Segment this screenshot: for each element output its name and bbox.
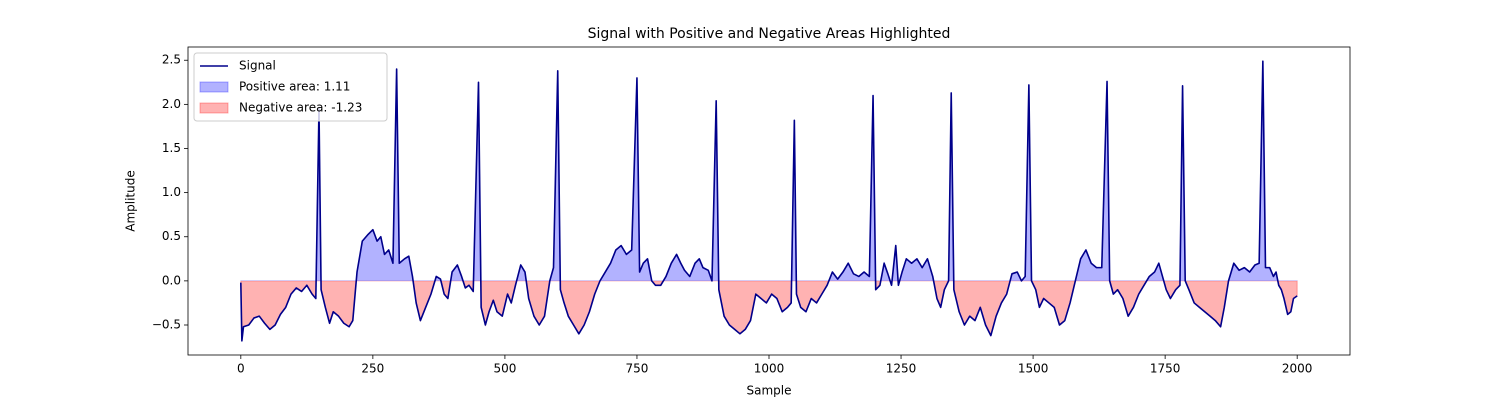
- x-tick-label: 0: [237, 362, 245, 376]
- y-tick-label: 2.0: [162, 97, 181, 111]
- y-tick-label: 1.5: [162, 141, 181, 155]
- y-tick-label: 0.5: [162, 229, 181, 243]
- legend-patch: [199, 81, 229, 93]
- x-tick-label: 1500: [1018, 362, 1049, 376]
- legend-box: [193, 52, 388, 122]
- signal-line: [240, 60, 1298, 342]
- x-tick-label: 1250: [886, 362, 917, 376]
- legend: Signal Positive area: 1.11 Negative area: …: [193, 52, 388, 122]
- legend-label: Positive area: 1.11: [239, 80, 350, 94]
- x-tick-label: 250: [361, 362, 384, 376]
- y-tick-label: 2.5: [162, 53, 181, 67]
- x-tick-label: 500: [493, 362, 516, 376]
- chart-title: Signal with Positive and Negative Areas …: [588, 26, 951, 42]
- x-tick-label: 2000: [1282, 362, 1313, 376]
- y-tick-label: 0.0: [162, 273, 181, 287]
- x-tick-label: 1000: [754, 362, 785, 376]
- x-axis-label: Sample: [747, 384, 792, 398]
- legend-label: Signal: [239, 59, 276, 73]
- legend-patch: [199, 102, 229, 114]
- legend-label: Negative area: -1.23: [239, 101, 362, 115]
- plot-frame: [187, 46, 1351, 356]
- y-tick-label: −0.5: [152, 317, 181, 331]
- x-tick-label: 750: [626, 362, 649, 376]
- y-axis-label: Amplitude: [124, 170, 138, 232]
- x-tick-label: 1750: [1150, 362, 1181, 376]
- y-tick-label: 1.0: [162, 185, 181, 199]
